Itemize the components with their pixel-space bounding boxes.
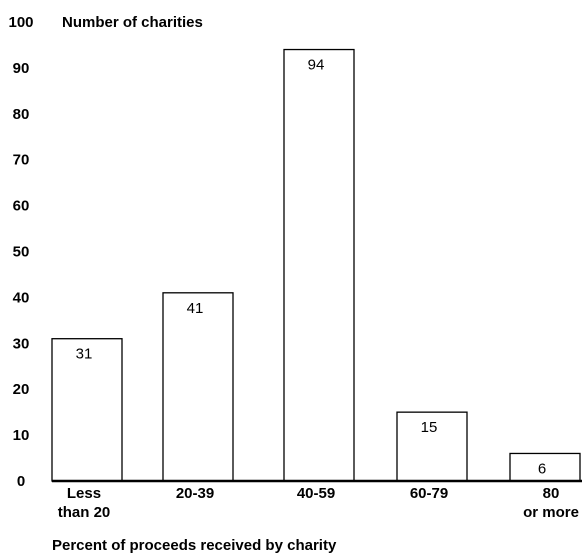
- y-tick-label: 30: [13, 335, 30, 352]
- bar-value-label: 94: [308, 57, 325, 74]
- y-tick-label: 20: [13, 381, 30, 398]
- bar: [283, 48, 355, 482]
- category-label: Less: [67, 485, 101, 502]
- category-label: 40-59: [297, 485, 335, 502]
- category-labels: Less than 20 20-39 40-59 60-79 80 or more: [58, 485, 579, 521]
- y-tick-label: 90: [13, 60, 30, 77]
- y-tick-labels: 0 10 20 30 40 50 60 70 80 90 100: [8, 14, 33, 490]
- bar-value-label: 31: [76, 346, 93, 363]
- category-label: 20-39: [176, 485, 214, 502]
- y-axis-title: Number of charities: [62, 14, 203, 31]
- category-label: 80: [543, 485, 560, 502]
- y-tick-label: 100: [8, 14, 33, 31]
- bar: [51, 338, 123, 482]
- bar-value-label: 15: [421, 419, 438, 436]
- bar: [162, 292, 234, 482]
- bar-value-label: 41: [187, 300, 204, 317]
- y-tick-label: 60: [13, 198, 30, 215]
- y-tick-label: 50: [13, 244, 30, 261]
- category-label: than 20: [58, 504, 111, 521]
- category-label: 60-79: [410, 485, 448, 502]
- y-tick-label: 80: [13, 106, 30, 123]
- x-axis-title: Percent of proceeds received by charity: [52, 537, 337, 554]
- y-tick-label: 0: [17, 473, 25, 490]
- bars: 31 41 94 15 6: [51, 48, 581, 482]
- y-tick-label: 70: [13, 152, 30, 169]
- bar-value-label: 6: [538, 460, 546, 477]
- bar: [396, 411, 468, 482]
- category-label: or more: [523, 504, 579, 521]
- y-tick-label: 10: [13, 427, 30, 444]
- y-tick-label: 40: [13, 289, 30, 306]
